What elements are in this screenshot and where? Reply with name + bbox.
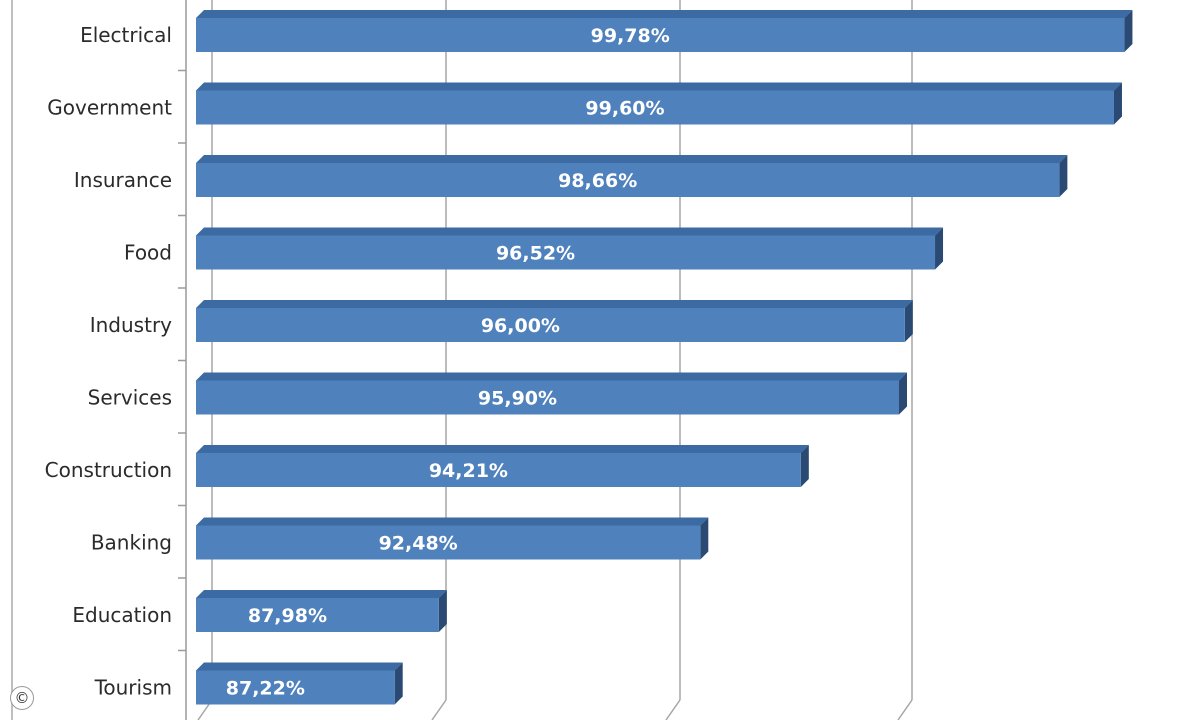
category-label: Construction (45, 458, 172, 482)
gridline-floor (431, 699, 447, 720)
bar-value-label: 87,22% (226, 678, 305, 700)
bar (196, 18, 1125, 52)
bar-side (1059, 155, 1068, 197)
bar-side (700, 517, 709, 560)
bar-value-label: 96,52% (496, 243, 575, 265)
category-label: Government (47, 96, 172, 120)
bar-value-label: 98,66% (558, 170, 637, 192)
bar-value-label: 87,98% (248, 605, 327, 627)
bar-value-label: 96,00% (481, 315, 560, 337)
labels: 99,78% Electrical 99,60% Government 98,66% In… (45, 23, 670, 700)
bar-top (196, 82, 1122, 91)
category-label: Tourism (94, 676, 172, 700)
category-label: Food (124, 241, 172, 265)
bar (196, 380, 900, 415)
bar (196, 453, 801, 487)
bar-side (800, 445, 809, 487)
category-label: Banking (91, 531, 172, 555)
bar-side (394, 662, 403, 705)
bar-value-label: 99,60% (585, 98, 664, 120)
bar-side (935, 227, 944, 270)
bar-value-label: 92,48% (379, 533, 458, 555)
bar (196, 90, 1114, 125)
bar-top (196, 10, 1133, 18)
bar-side (904, 300, 913, 342)
bar-value-label: 99,78% (591, 25, 670, 47)
bar-top (196, 590, 447, 598)
bar (196, 525, 701, 560)
category-label: Industry (90, 313, 172, 337)
bar (196, 598, 439, 632)
category-label: Electrical (80, 23, 172, 47)
bar-top (196, 155, 1068, 163)
bar (196, 308, 905, 342)
bar-value-label: 94,21% (429, 460, 508, 482)
bar (196, 670, 395, 705)
bar-top (196, 445, 809, 453)
gridline-floor (897, 699, 913, 720)
bars (196, 10, 1133, 705)
bar-top (196, 517, 709, 526)
category-label: Education (72, 603, 172, 627)
bar-side (438, 590, 447, 632)
bar (196, 163, 1060, 197)
bar-top (196, 372, 908, 381)
bar-top (196, 227, 944, 236)
bar-value-label: 95,90% (478, 388, 557, 410)
category-label: Services (88, 386, 172, 410)
category-axis (178, 0, 187, 720)
bar-top (196, 300, 913, 308)
bar (196, 235, 936, 270)
copyright-badge: © (10, 686, 34, 710)
gridline-floor (665, 699, 681, 720)
bar-side (1124, 10, 1133, 52)
bar-side (899, 372, 908, 415)
bar-top (196, 662, 403, 671)
bar-side (1113, 82, 1122, 125)
category-label: Insurance (74, 168, 172, 192)
